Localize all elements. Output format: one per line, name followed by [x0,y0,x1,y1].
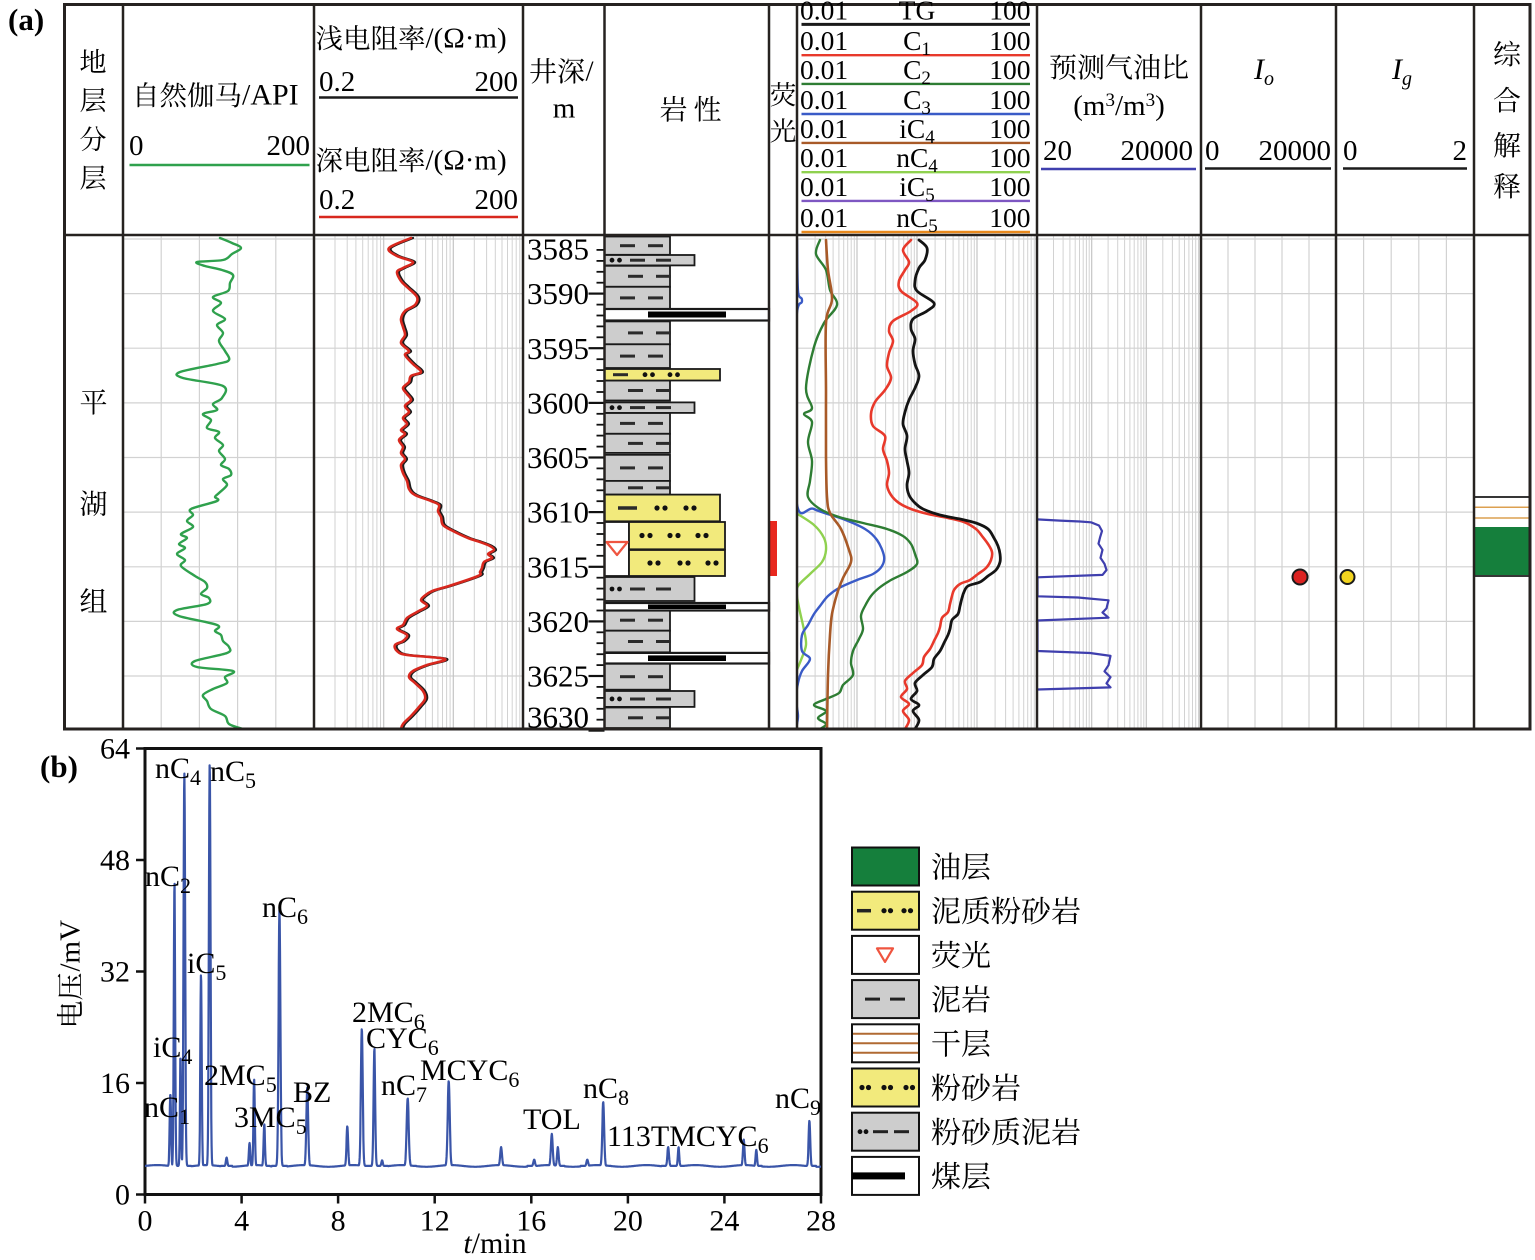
svg-text:TOL: TOL [523,1103,581,1136]
svg-text:0.01: 0.01 [800,142,848,173]
svg-text:64: 64 [100,733,130,766]
svg-text:3595: 3595 [527,331,589,366]
svg-text:200: 200 [267,130,311,162]
svg-text:/(Ω·m): /(Ω·m) [426,23,507,55]
svg-text:20: 20 [613,1205,643,1238]
svg-text:3620: 3620 [527,604,589,639]
svg-text:100: 100 [989,54,1030,85]
svg-text:0.01: 0.01 [800,171,848,202]
svg-text:4: 4 [234,1205,249,1238]
svg-text:20000: 20000 [1121,135,1194,167]
svg-text:0.01: 0.01 [800,54,848,85]
svg-text:100: 100 [989,142,1030,173]
svg-text:0: 0 [129,130,144,162]
svg-text:48: 48 [100,844,130,877]
svg-text:3610: 3610 [527,495,589,530]
svg-text:2: 2 [1453,135,1468,167]
svg-text:200: 200 [475,184,519,216]
svg-text:3630: 3630 [527,700,589,735]
svg-text:0.2: 0.2 [319,184,355,216]
svg-text:100: 100 [989,171,1030,202]
svg-text:200: 200 [475,66,519,98]
svg-text:0.01: 0.01 [800,202,848,233]
svg-text:24: 24 [709,1205,739,1238]
svg-text:100: 100 [989,113,1030,144]
svg-text:m: m [553,93,576,125]
svg-text:8: 8 [331,1205,346,1238]
svg-text:3625: 3625 [527,659,589,694]
svg-text:3600: 3600 [527,385,589,420]
svg-text:0: 0 [138,1205,153,1238]
svg-text:16: 16 [100,1067,130,1100]
svg-text:t/min: t/min [463,1227,526,1260]
svg-text:0: 0 [115,1179,130,1212]
svg-text:TG: TG [899,0,936,25]
svg-text:3585: 3585 [527,232,589,267]
svg-text:113TMCYC6: 113TMCYC6 [607,1120,769,1158]
svg-text:(b): (b) [40,749,78,784]
svg-text:0.01: 0.01 [800,25,848,56]
svg-text:0.01: 0.01 [800,113,848,144]
svg-text:BZ: BZ [293,1076,331,1109]
svg-text:3605: 3605 [527,440,589,475]
svg-text:100: 100 [989,0,1030,25]
svg-text:CYC6: CYC6 [366,1022,439,1060]
svg-text:/API: /API [242,79,299,112]
svg-text:3615: 3615 [527,549,589,584]
svg-text:20000: 20000 [1259,135,1332,167]
svg-text:100: 100 [989,202,1030,233]
svg-text:100: 100 [989,84,1030,115]
svg-text:/mV: /mV [55,920,87,972]
svg-text:/: / [586,56,595,88]
svg-text:20: 20 [1043,135,1072,167]
svg-text:100: 100 [989,25,1030,56]
svg-text:16: 16 [516,1205,546,1238]
svg-text:28: 28 [806,1205,836,1238]
svg-text:2MC5: 2MC5 [204,1059,277,1097]
svg-text:0.2: 0.2 [319,66,355,98]
svg-text:/(Ω·m): /(Ω·m) [426,145,507,177]
svg-text:0.01: 0.01 [800,0,848,25]
svg-text:32: 32 [100,956,130,989]
svg-text:0.01: 0.01 [800,84,848,115]
svg-text:0: 0 [1205,135,1220,167]
svg-text:3590: 3590 [527,276,589,311]
svg-text:0: 0 [1343,135,1358,167]
svg-text:12: 12 [420,1205,450,1238]
svg-text:2MC6: 2MC6 [352,996,425,1034]
svg-text:MCYC6: MCYC6 [420,1054,519,1092]
svg-text:(a): (a) [8,2,44,37]
svg-text:3MC5: 3MC5 [234,1101,307,1139]
